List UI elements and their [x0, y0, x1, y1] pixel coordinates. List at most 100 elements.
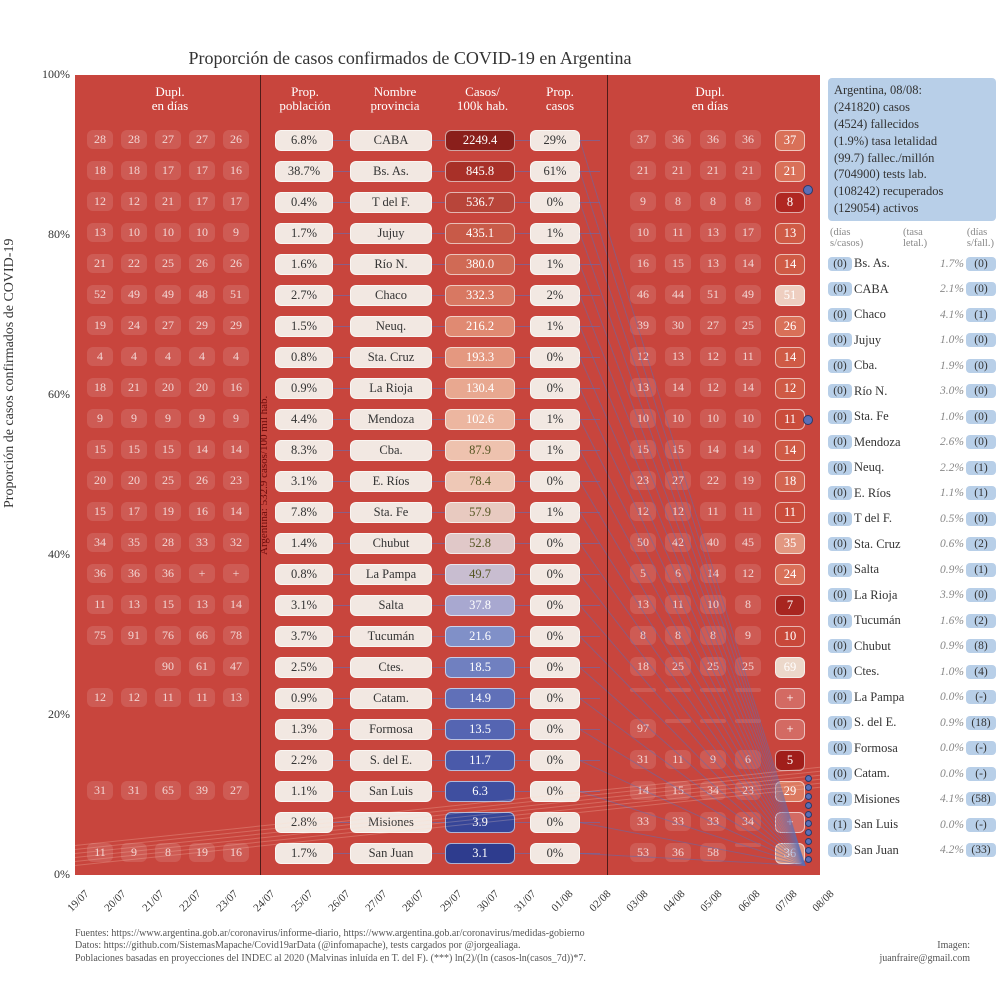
x-tick: 20/07: [92, 888, 129, 925]
province-stat-row: (0)Sta. Fe1.0%(0): [828, 404, 996, 430]
dupl-left-cell: 36: [155, 564, 181, 583]
dupl-left-cell: 15: [121, 440, 147, 459]
prop-badge: 0%: [530, 533, 580, 554]
x-tick: 04/08: [651, 888, 688, 925]
y-tick: 0%: [35, 867, 70, 882]
dupl-left-cell: 9: [121, 409, 147, 428]
prop-badge: 1%: [530, 316, 580, 337]
dupl-right-cell: 17: [735, 223, 761, 242]
cases-badge: 332.3: [445, 285, 515, 306]
dupl-final-badge: 12: [775, 378, 805, 399]
province-stat-row: (0)Sta. Cruz0.6%(2): [828, 532, 996, 558]
dupl-right-cell: 9: [630, 192, 656, 211]
dupl-left-cell: 91: [121, 626, 147, 645]
pop-badge: 1.7%: [275, 843, 333, 864]
dupl-right-cell: 16: [630, 254, 656, 273]
dupl-left-cell: 14: [189, 440, 215, 459]
dupl-left-cell: 18: [87, 378, 113, 397]
prop-badge: 29%: [530, 130, 580, 151]
dupl-left-cell: 28: [87, 130, 113, 149]
dupl-left-cell: 18: [121, 161, 147, 180]
dupl-left-cell: 15: [87, 502, 113, 521]
dupl-left-cell: 9: [223, 409, 249, 428]
prop-badge: 1%: [530, 502, 580, 523]
province-stat-row: (0)Bs. As.1.7%(0): [828, 251, 996, 277]
dupl-left-cell: 4: [189, 347, 215, 366]
dupl-left-cell: 4: [121, 347, 147, 366]
dupl-final-badge: 11: [775, 409, 805, 430]
dupl-right-cell: 11: [735, 502, 761, 521]
dupl-left-cell: 34: [87, 533, 113, 552]
x-tick: 07/08: [762, 888, 799, 925]
dupl-left-cell: 35: [121, 533, 147, 552]
dupl-left-cell: 4: [87, 347, 113, 366]
dupl-right-cell: 10: [735, 409, 761, 428]
dupl-right-cell: 15: [665, 254, 691, 273]
dupl-left-cell: 20: [189, 378, 215, 397]
pop-badge: 1.4%: [275, 533, 333, 554]
dupl-left-cell: 28: [121, 130, 147, 149]
column-header: Dupl. en días: [95, 85, 245, 114]
province-name-badge: Bs. As.: [350, 161, 432, 182]
province-name-badge: Catam.: [350, 688, 432, 709]
dupl-left-cell: 15: [155, 440, 181, 459]
dupl-left-cell: 17: [189, 161, 215, 180]
province-stat-row: (0)Río N.3.0%(0): [828, 379, 996, 405]
pop-badge: 0.4%: [275, 192, 333, 213]
prop-badge: 1%: [530, 254, 580, 275]
dupl-left-cell: 16: [189, 502, 215, 521]
province-name-badge: Salta: [350, 595, 432, 616]
province-stat-row: (0)Jujuy1.0%(0): [828, 328, 996, 354]
pop-badge: 1.6%: [275, 254, 333, 275]
dupl-left-cell: 28: [155, 533, 181, 552]
cases-badge: 435.1: [445, 223, 515, 244]
dupl-final-badge: 10: [775, 626, 805, 647]
dupl-right-cell: 27: [700, 316, 726, 335]
prop-badge: 1%: [530, 409, 580, 430]
province-stat-row: (0)Chubut0.9%(8): [828, 634, 996, 660]
dupl-left-cell: 17: [223, 192, 249, 211]
prop-badge: 0%: [530, 750, 580, 771]
province-name-badge: Formosa: [350, 719, 432, 740]
divider: [607, 75, 608, 875]
dupl-left-cell: 24: [121, 316, 147, 335]
prop-badge: 0%: [530, 657, 580, 678]
cases-badge: 3.1: [445, 843, 515, 864]
dupl-right-cell: 8: [735, 595, 761, 614]
cases-badge: 536.7: [445, 192, 515, 213]
dupl-right-cell: 14: [735, 378, 761, 397]
y-tick: 60%: [35, 387, 70, 402]
dupl-left-cell: 20: [155, 378, 181, 397]
dupl-final-badge: 14: [775, 440, 805, 461]
pop-badge: 2.7%: [275, 285, 333, 306]
pop-badge: 3.1%: [275, 595, 333, 616]
dupl-left-cell: 12: [87, 688, 113, 707]
dupl-left-cell: 27: [155, 316, 181, 335]
x-tick: 25/07: [278, 888, 315, 925]
pop-badge: 8.3%: [275, 440, 333, 461]
prop-badge: 2%: [530, 285, 580, 306]
dupl-right-cell: 14: [665, 378, 691, 397]
x-tick: 23/07: [204, 888, 241, 925]
province-name-badge: Chubut: [350, 533, 432, 554]
dupl-left-cell: 9: [87, 409, 113, 428]
dupl-right-cell: 21: [630, 161, 656, 180]
dupl-left-cell: 14: [223, 502, 249, 521]
dupl-left-cell: 66: [189, 626, 215, 645]
dupl-right-cell: 10: [700, 409, 726, 428]
dupl-left-cell: 27: [155, 130, 181, 149]
dupl-left-cell: 11: [155, 688, 181, 707]
province-stat-row: (0)La Pampa0.0%(-): [828, 685, 996, 711]
dupl-left-cell: 32: [223, 533, 249, 552]
dupl-left-cell: 31: [121, 781, 147, 800]
argentina-ref-label: Argentina: 532.9 casos/100 mil hab.: [258, 396, 270, 555]
province-name-badge: E. Ríos: [350, 471, 432, 492]
right-table-header: (días s/casos) (tasa letal.) (días s/fal…: [828, 227, 996, 251]
dupl-left-cell: 26: [223, 130, 249, 149]
dupl-left-cell: 12: [87, 192, 113, 211]
chart-title: Proporción de casos confirmados de COVID…: [0, 48, 820, 69]
province-stat-row: (0)Tucumán1.6%(2): [828, 608, 996, 634]
dupl-final-badge: 24: [775, 564, 805, 585]
dupl-left-cell: 78: [223, 626, 249, 645]
x-tick: 21/07: [129, 888, 166, 925]
